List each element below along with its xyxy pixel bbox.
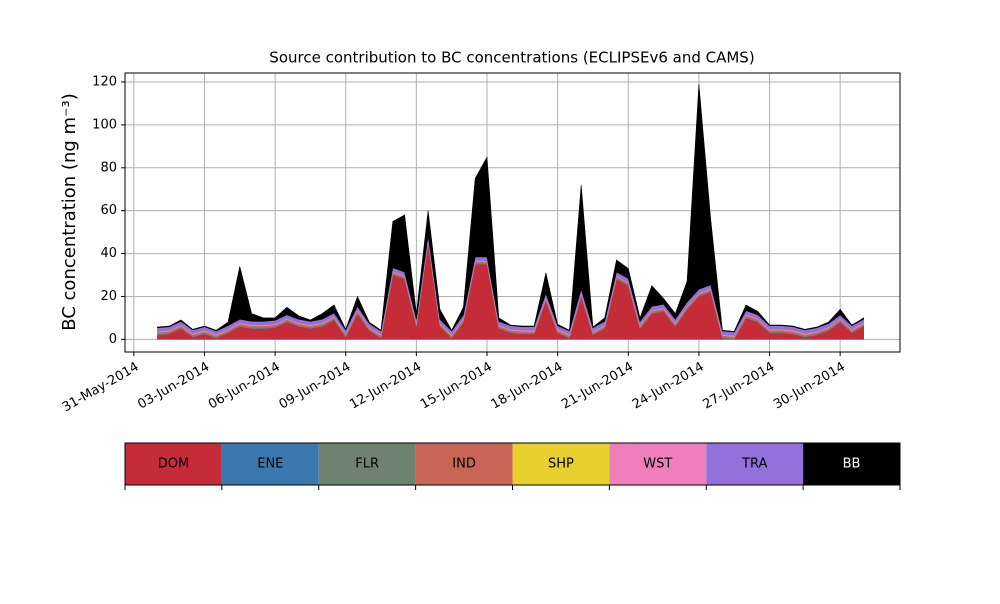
legend-swatch	[512, 443, 610, 485]
x-tick-label: 27-Jun-2014	[700, 360, 777, 413]
x-tick-label: 31-May-2014	[60, 360, 142, 416]
plot-frame	[124, 72, 901, 353]
x-tick-label: 18-Jun-2014	[489, 360, 566, 413]
y-tick-label: 20	[100, 289, 117, 304]
legend-swatch	[221, 443, 319, 485]
legend-label: DOM	[158, 457, 189, 472]
legend-label: FLR	[355, 457, 379, 472]
legend-label: WST	[643, 457, 672, 472]
x-tick-label: 12-Jun-2014	[347, 360, 424, 413]
legend-swatch	[706, 443, 804, 485]
legend-label: TRA	[741, 457, 767, 472]
x-tick-label: 24-Jun-2014	[630, 360, 707, 413]
legend-swatch	[415, 443, 513, 485]
legend-swatch	[125, 443, 222, 485]
x-tick-label: 15-Jun-2014	[418, 360, 495, 413]
legend-swatch	[803, 443, 900, 485]
x-tick-label: 30-Jun-2014	[771, 360, 848, 413]
legend-label: BB	[843, 457, 861, 472]
legend-swatch	[318, 443, 416, 485]
y-tick-label: 40	[100, 246, 117, 261]
legend-frame	[124, 442, 901, 486]
x-tick-label: 21-Jun-2014	[559, 360, 636, 413]
x-tick-label: 03-Jun-2014	[135, 360, 212, 413]
x-tick-label: 06-Jun-2014	[206, 360, 283, 413]
y-tick-label: 120	[92, 75, 117, 90]
y-tick-label: 60	[100, 203, 117, 218]
y-tick-label: 80	[100, 160, 117, 175]
chart-title: Source contribution to BC concentrations…	[269, 49, 754, 67]
y-tick-label: 100	[92, 117, 117, 132]
legend-swatch	[609, 443, 707, 485]
legend-label: ENE	[257, 457, 283, 472]
y-axis-label: BC concentration (ng m⁻³)	[59, 93, 80, 331]
x-tick-label: 09-Jun-2014	[277, 360, 354, 413]
y-tick-label: 0	[109, 332, 117, 347]
area	[157, 84, 865, 333]
legend-label: SHP	[548, 457, 574, 472]
legend-label: IND	[452, 457, 476, 472]
